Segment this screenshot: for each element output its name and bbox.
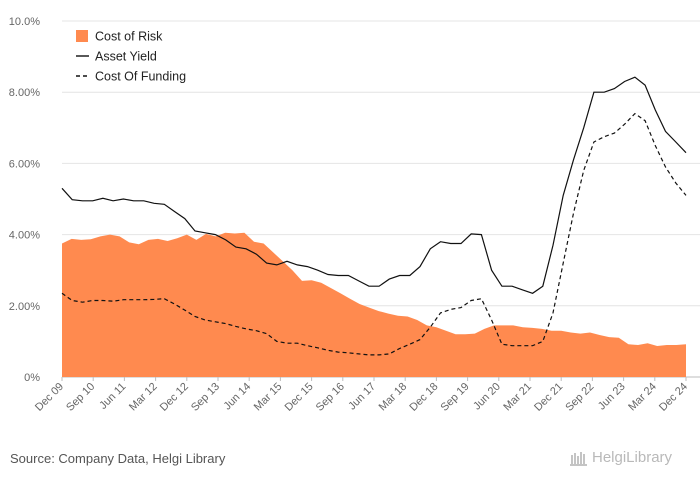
legend: Cost of Risk Asset Yield Cost Of Funding xyxy=(76,30,186,84)
x-tick-label: Mar 15 xyxy=(252,381,285,414)
x-tick-label: Sep 10 xyxy=(64,381,97,414)
x-tick-label: Sep 22 xyxy=(563,381,596,414)
x-tick-label: Dec 18 xyxy=(407,381,440,414)
legend-label-asset-yield: Asset Yield xyxy=(95,50,157,64)
x-tick-label: Dec 21 xyxy=(532,381,565,414)
legend-label-cost-of-funding: Cost Of Funding xyxy=(95,70,186,84)
x-tick-label: Jun 17 xyxy=(346,381,378,413)
y-tick-label: 6.00% xyxy=(9,158,40,170)
x-tick-label: Dec 12 xyxy=(158,381,191,414)
legend-label-cost-of-risk: Cost of Risk xyxy=(95,30,163,44)
y-tick-label: 10.0% xyxy=(9,16,40,28)
area-cost-of-risk xyxy=(62,232,686,377)
brand-logo: HelgiLibrary xyxy=(570,449,672,466)
series-lines xyxy=(61,76,687,356)
line-asset-yield xyxy=(61,76,687,294)
y-tick-label: 0% xyxy=(24,372,40,384)
x-tick-label: Mar 18 xyxy=(377,381,410,414)
y-tick-label: 2.00% xyxy=(9,301,40,313)
x-tick-label: Dec 09 xyxy=(33,381,66,414)
brand-name: HelgiLibrary xyxy=(592,449,673,466)
x-tick-label: Sep 16 xyxy=(314,381,347,414)
x-tick-label: Jun 23 xyxy=(596,381,628,413)
x-tick-label: Jun 11 xyxy=(97,381,128,412)
x-tick-label: Jun 20 xyxy=(471,381,503,413)
x-tick-label: Sep 19 xyxy=(439,381,472,414)
library-logo-icon xyxy=(570,451,587,466)
x-tick-label: Jun 14 xyxy=(221,381,253,413)
x-tick-label: Mar 12 xyxy=(127,381,160,414)
x-tick-label: Sep 13 xyxy=(189,381,222,414)
source-note: Source: Company Data, Helgi Library xyxy=(10,451,226,466)
x-tick-label: Mar 24 xyxy=(626,381,659,414)
x-tick-label: Dec 24 xyxy=(657,381,690,414)
y-tick-label: 4.00% xyxy=(9,230,40,242)
series-cost-of-risk xyxy=(62,232,686,377)
legend-swatch-cost-of-risk xyxy=(76,30,88,42)
y-tick-label: 8.00% xyxy=(9,87,40,99)
x-tick-label: Dec 15 xyxy=(283,381,316,414)
x-tick-label: Mar 21 xyxy=(501,381,534,414)
line-cost-of-funding xyxy=(61,112,687,356)
y-axis: 0% 2.00% 4.00% 6.00% 8.00% 10.0% xyxy=(9,16,40,384)
